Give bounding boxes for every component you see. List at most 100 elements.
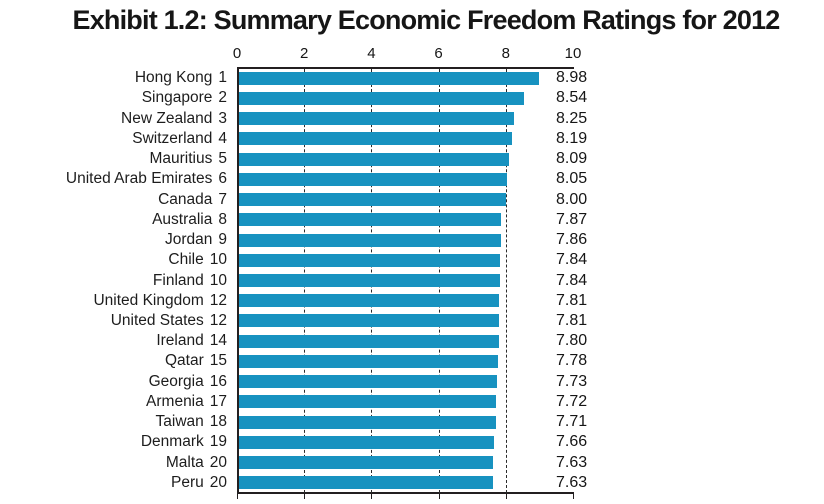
row-label: Singapore 2 bbox=[0, 88, 227, 108]
row-country: Hong Kong bbox=[134, 69, 213, 87]
x-axis-bottom-tick bbox=[237, 494, 238, 499]
value-label: 7.78 bbox=[556, 352, 588, 370]
x-axis-bottom-tick bbox=[505, 494, 507, 499]
row-rank: 18 bbox=[209, 413, 227, 431]
value-label: 8.54 bbox=[556, 89, 588, 107]
x-axis-bottom-tick bbox=[438, 494, 440, 499]
value-label: 8.09 bbox=[556, 150, 588, 168]
bar bbox=[239, 456, 494, 470]
row-label: Jordan 9 bbox=[0, 230, 227, 250]
row-country: Armenia bbox=[146, 392, 204, 410]
chart-title: Exhibit 1.2: Summary Economic Freedom Ra… bbox=[72, 5, 780, 35]
row-country: United Kingdom bbox=[93, 291, 204, 309]
bar bbox=[239, 193, 506, 207]
y-axis-line bbox=[237, 67, 239, 494]
row-label: Armenia 17 bbox=[0, 392, 227, 412]
bar bbox=[239, 435, 495, 449]
bar bbox=[239, 213, 502, 227]
row-country: United States bbox=[110, 311, 204, 329]
row-rank: 4 bbox=[218, 129, 227, 147]
x-axis-tick-label: 8 bbox=[501, 45, 510, 62]
row-label: United Arab Emirates 6 bbox=[0, 169, 227, 189]
row-label: Hong Kong 1 bbox=[0, 68, 227, 88]
value-label: 7.73 bbox=[556, 372, 588, 390]
row-rank: 15 bbox=[209, 352, 227, 370]
row-label: Finland 10 bbox=[0, 271, 227, 291]
x-axis-bottom-tick bbox=[304, 494, 306, 499]
row-country: Mauritius bbox=[149, 150, 213, 168]
row-label: United States 12 bbox=[0, 311, 227, 331]
value-label: 7.63 bbox=[556, 473, 588, 491]
row-rank: 14 bbox=[209, 332, 227, 350]
row-country: Singapore bbox=[141, 89, 213, 107]
value-label: 7.72 bbox=[556, 392, 588, 410]
row-country: Qatar bbox=[164, 352, 204, 370]
value-label: 8.19 bbox=[556, 129, 588, 147]
bar bbox=[239, 91, 524, 105]
bar bbox=[239, 274, 501, 287]
x-axis-tick-label: 10 bbox=[564, 45, 582, 62]
value-label: 7.87 bbox=[556, 210, 588, 228]
row-label: New Zealand 3 bbox=[0, 109, 227, 129]
bar bbox=[239, 112, 515, 126]
row-country: Switzerland bbox=[132, 129, 213, 147]
row-country: Jordan bbox=[164, 231, 213, 249]
x-axis-tick-label: 4 bbox=[367, 45, 376, 62]
row-country: Finland bbox=[152, 271, 204, 289]
row-label: Peru 20 bbox=[0, 473, 227, 493]
row-rank: 1 bbox=[218, 69, 227, 87]
row-label: Taiwan 18 bbox=[0, 412, 228, 432]
row-rank: 8 bbox=[218, 210, 227, 228]
bar bbox=[239, 476, 494, 490]
row-rank: 17 bbox=[209, 392, 227, 410]
row-label: Qatar 15 bbox=[0, 351, 227, 371]
row-country: Peru bbox=[171, 473, 204, 491]
bar bbox=[239, 354, 499, 368]
bar bbox=[239, 233, 502, 247]
row-label: Georgia 16 bbox=[0, 372, 227, 392]
row-rank: 10 bbox=[209, 271, 227, 289]
value-label: 8.00 bbox=[556, 190, 588, 208]
row-rank: 6 bbox=[218, 170, 227, 188]
x-axis-tick-label: 6 bbox=[434, 45, 443, 62]
value-label: 7.84 bbox=[556, 271, 588, 289]
row-country: United Arab Emirates bbox=[65, 170, 213, 188]
value-label: 7.80 bbox=[556, 332, 588, 350]
row-country: New Zealand bbox=[121, 109, 213, 127]
row-label: Mauritius 5 bbox=[0, 149, 227, 169]
row-rank: 7 bbox=[218, 190, 227, 208]
row-label: Malta 20 bbox=[0, 453, 227, 473]
value-label: 7.66 bbox=[556, 433, 588, 451]
value-label: 8.05 bbox=[556, 170, 588, 188]
row-rank: 5 bbox=[218, 150, 227, 168]
row-label: Chile 10 bbox=[0, 250, 227, 270]
value-label: 7.84 bbox=[556, 251, 588, 269]
x-axis-top-line bbox=[237, 67, 574, 69]
value-label: 8.25 bbox=[556, 109, 588, 127]
row-rank: 19 bbox=[209, 433, 227, 451]
bar bbox=[239, 71, 539, 85]
bar bbox=[239, 152, 509, 166]
bar bbox=[239, 395, 497, 409]
x-axis-bottom-line bbox=[237, 492, 574, 494]
row-country: Georgia bbox=[148, 372, 204, 390]
row-country: Ireland bbox=[156, 332, 204, 350]
bar bbox=[239, 253, 501, 267]
bar bbox=[239, 294, 500, 308]
row-country: Australia bbox=[152, 210, 213, 228]
gridline-8 bbox=[505, 69, 507, 493]
value-label: 7.86 bbox=[556, 231, 588, 249]
row-label: Australia 8 bbox=[0, 210, 227, 230]
bar bbox=[239, 172, 508, 186]
row-label: United Kingdom 12 bbox=[0, 291, 227, 311]
value-label: 7.81 bbox=[556, 291, 588, 309]
row-country: Taiwan bbox=[155, 413, 204, 431]
row-rank: 12 bbox=[209, 291, 227, 309]
row-country: Chile bbox=[168, 251, 204, 269]
row-label: Switzerland 4 bbox=[0, 129, 227, 149]
bar bbox=[239, 334, 500, 348]
row-rank: 9 bbox=[218, 231, 227, 249]
bar bbox=[239, 132, 513, 146]
value-label: 7.71 bbox=[556, 413, 588, 431]
